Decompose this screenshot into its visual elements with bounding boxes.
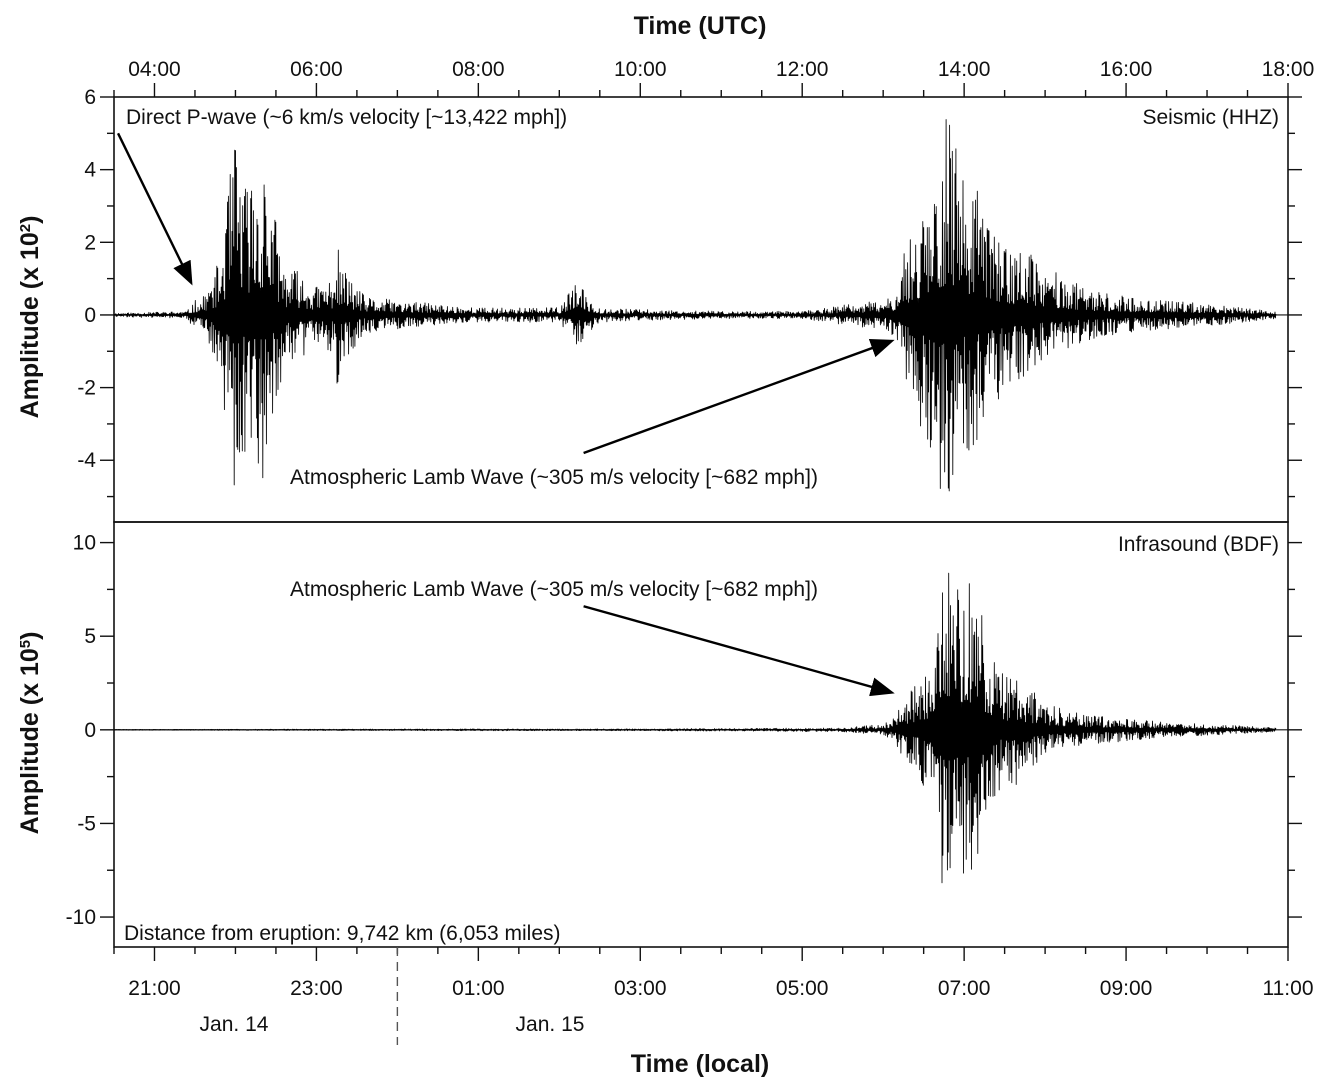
seismic-y-axis-title: Amplitude (x 102) bbox=[16, 216, 44, 419]
seismic-y-tick-label: 4 bbox=[84, 159, 96, 182]
infrasound-waveform bbox=[113, 572, 1277, 884]
infrasound-y-axis-title-exponent: 5 bbox=[17, 640, 34, 648]
seismic-y-tick-label: 0 bbox=[84, 304, 96, 327]
seismic-y-axis-title-exponent: 2 bbox=[17, 224, 34, 232]
local-tick-label: 01:00 bbox=[452, 977, 505, 1000]
seismic-y-tick-label: 6 bbox=[84, 86, 96, 109]
p-wave-annotation: Direct P-wave (~6 km/s velocity [~13,422… bbox=[126, 106, 567, 129]
infrasound-panel: 10 5 0 -5 -10 bbox=[66, 521, 1302, 948]
utc-tick-label: 16:00 bbox=[1100, 58, 1153, 81]
utc-tick-label: 10:00 bbox=[614, 58, 667, 81]
utc-tick-label: 04:00 bbox=[128, 58, 181, 81]
date-label-jan14: Jan. 14 bbox=[200, 1013, 269, 1036]
distance-annotation: Distance from eruption: 9,742 km (6,053 … bbox=[124, 922, 561, 945]
seismic-y-axis-title-base: Amplitude (x 10 bbox=[16, 232, 44, 418]
seismic-y-tick-label: 2 bbox=[84, 231, 96, 254]
time-axes: 04:00 21:00 06:00 23:00 08:00 01:00 10:00 03:00… bbox=[113, 58, 1315, 1045]
local-tick-label: 21:00 bbox=[128, 977, 181, 1000]
utc-tick-label: 14:00 bbox=[938, 58, 991, 81]
utc-tick-label: 18:00 bbox=[1262, 58, 1315, 81]
local-tick-label: 09:00 bbox=[1100, 977, 1153, 1000]
infrasound-y-tick-label: 10 bbox=[73, 532, 96, 555]
infrasound-plot-frame bbox=[113, 521, 1289, 948]
infrasound-y-axis-title-base: Amplitude (x 10 bbox=[16, 648, 44, 834]
seismic-lamb-wave-annotation: Atmospheric Lamb Wave (~305 m/s velocity… bbox=[290, 466, 818, 489]
bottom-axis-title: Time (local) bbox=[631, 1050, 769, 1078]
infrasound-y-tick-label: 5 bbox=[84, 625, 96, 648]
seismic-panel: 6 4 2 0 -2 -4 bbox=[77, 86, 1302, 523]
local-tick-label: 05:00 bbox=[776, 977, 829, 1000]
seismic-y-tick-label: -2 bbox=[77, 377, 96, 400]
seismic-annotation-arrow-0 bbox=[116, 132, 193, 286]
local-tick-label: 23:00 bbox=[290, 977, 343, 1000]
infrasound-y-tick-label: 0 bbox=[84, 719, 96, 742]
utc-tick-label: 06:00 bbox=[290, 58, 343, 81]
seismic-annotation-arrow-1 bbox=[583, 339, 895, 455]
utc-tick-label: 08:00 bbox=[452, 58, 505, 81]
infrasound-y-tick-label: -10 bbox=[66, 906, 96, 929]
local-tick-label: 11:00 bbox=[1263, 977, 1314, 1000]
infrasound-lamb-wave-annotation: Atmospheric Lamb Wave (~305 m/s velocity… bbox=[290, 578, 818, 601]
infrasound-annotation-arrow-0 bbox=[583, 605, 895, 697]
seismic-waveform bbox=[113, 119, 1277, 492]
seismic-y-tick-label: -4 bbox=[77, 449, 96, 472]
date-label-jan15: Jan. 15 bbox=[516, 1013, 585, 1036]
local-tick-label: 07:00 bbox=[938, 977, 991, 1000]
top-axis-title: Time (UTC) bbox=[634, 12, 767, 40]
seismic-panel-label: Seismic (HHZ) bbox=[1143, 106, 1280, 129]
infrasound-y-axis-title: Amplitude (x 105) bbox=[16, 632, 44, 835]
infrasound-panel-label: Infrasound (BDF) bbox=[1118, 533, 1279, 556]
local-tick-label: 03:00 bbox=[614, 977, 667, 1000]
utc-tick-label: 12:00 bbox=[776, 58, 829, 81]
infrasound-y-tick-label: -5 bbox=[77, 812, 96, 835]
